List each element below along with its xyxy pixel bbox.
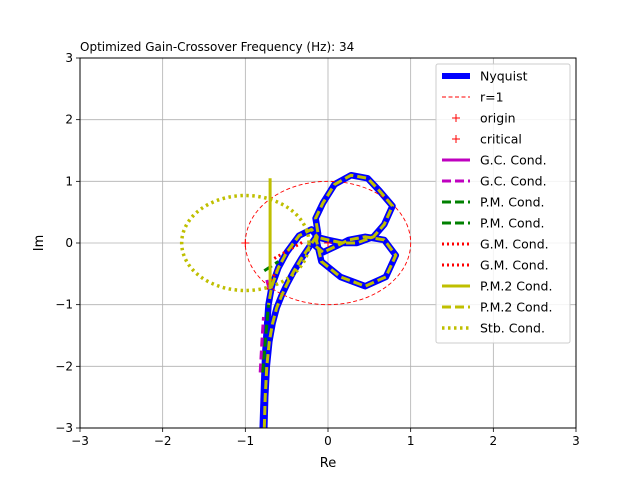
legend-g-m-cond-entry: G.M. Cond. <box>442 237 549 252</box>
x-tick-label: 0 <box>324 434 332 448</box>
legend-p-m-2-cond-entry: P.M.2 Cond. <box>442 279 552 294</box>
legend-box <box>435 63 571 344</box>
p-m-cond-series <box>261 304 270 373</box>
legend-nyquist-entry: Nyquist <box>442 69 528 84</box>
y-tick-label: −2 <box>55 359 73 373</box>
y-axis-ticks: −3 −2 −1 0 1 2 3 <box>55 51 80 435</box>
x-tick-label: 2 <box>490 434 498 448</box>
x-tick-label: −1 <box>236 434 254 448</box>
g-c-cond-series <box>258 316 265 373</box>
x-tick-label: 3 <box>572 434 580 448</box>
legend-g-c-cond-entry: G.C. Cond. <box>442 174 547 189</box>
y-tick-label: 0 <box>65 236 73 250</box>
legend-stb-cond-label: Stb. Cond. <box>480 321 545 336</box>
legend: Nyquist r=1 origin critical G.C. Cond. G.C. C… <box>435 63 571 344</box>
legend-origin-entry: origin <box>452 111 516 126</box>
legend-g-m-cond-entry: G.M. Cond. <box>442 258 549 273</box>
y-axis-label: Im <box>32 235 47 252</box>
legend-p-m-2-cond-entry: P.M.2 Cond. <box>442 300 552 315</box>
legend-r-1-entry: r=1 <box>442 90 504 105</box>
legend-p-m-cond-label: P.M. Cond. <box>480 195 545 210</box>
legend-p-m-cond-entry: P.M. Cond. <box>442 216 545 231</box>
legend-stb-cond-entry: Stb. Cond. <box>442 321 545 336</box>
legend-g-c-cond-label: G.C. Cond. <box>480 174 547 189</box>
nyquist-series <box>259 171 400 428</box>
x-tick-label: −2 <box>154 434 172 448</box>
x-axis-label: Re <box>320 456 336 471</box>
x-tick-label: −3 <box>71 434 89 448</box>
legend-g-m-cond-label: G.M. Cond. <box>480 258 549 273</box>
y-tick-label: 1 <box>65 174 73 188</box>
x-axis-ticks: −3 −2 −1 0 1 2 3 <box>71 428 580 448</box>
y-tick-label: −3 <box>55 421 73 435</box>
legend-g-c-cond-entry: G.C. Cond. <box>442 153 547 168</box>
critical-series <box>241 239 250 247</box>
legend-r-1-label: r=1 <box>480 90 504 105</box>
x-tick-label: 1 <box>407 434 415 448</box>
legend-p-m-2-cond-label: P.M.2 Cond. <box>480 300 552 315</box>
legend-origin-label: origin <box>480 111 516 126</box>
legend-g-c-cond-label: G.C. Cond. <box>480 153 547 168</box>
chart-title: Optimized Gain-Crossover Frequency (Hz):… <box>80 40 354 54</box>
legend-p-m-cond-label: P.M. Cond. <box>480 216 545 231</box>
legend-g-m-cond-label: G.M. Cond. <box>480 237 549 252</box>
y-tick-label: −1 <box>55 298 73 312</box>
y-tick-label: 3 <box>65 51 73 65</box>
legend-p-m-2-cond-label: P.M.2 Cond. <box>480 279 552 294</box>
stb-cond-series <box>179 193 311 293</box>
legend-critical-entry: critical <box>452 132 522 147</box>
y-tick-label: 2 <box>65 113 73 127</box>
p-m-2-cond-series <box>262 173 398 428</box>
legend-nyquist-label: Nyquist <box>480 69 528 84</box>
series-layer <box>179 171 412 428</box>
legend-p-m-cond-entry: P.M. Cond. <box>442 195 545 210</box>
legend-critical-label: critical <box>480 132 522 147</box>
